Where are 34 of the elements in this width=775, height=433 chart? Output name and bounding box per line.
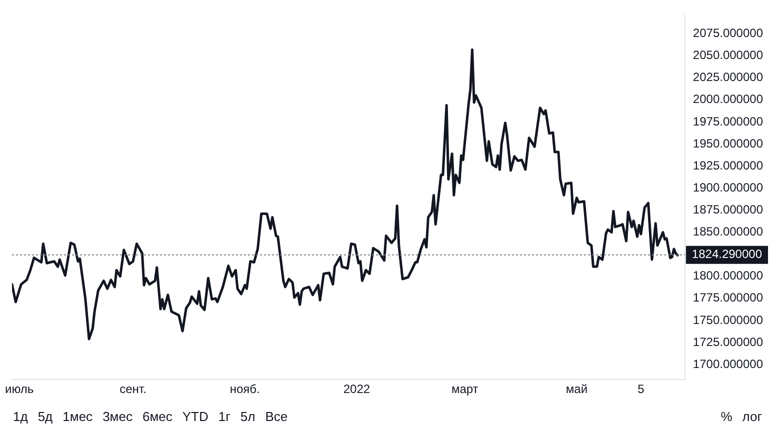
y-tick-label: 1700.000000 — [692, 356, 764, 371]
text: 1мес — [62, 409, 94, 424]
text: 1д — [12, 409, 29, 424]
ref-line-label: 1824.290000 — [692, 247, 762, 262]
y-tick-label: 1925.000000 — [692, 158, 764, 172]
text: 5л — [239, 409, 256, 424]
x-tick-label: нояб. — [230, 382, 260, 396]
x-tick-label: июль — [4, 382, 34, 396]
x-tick-label: 5 — [638, 382, 645, 396]
text: 6мес — [141, 409, 174, 424]
y-tick-label: 2000.000000 — [692, 92, 764, 106]
x-tick-label: май — [566, 382, 588, 396]
text: YTD — [181, 409, 210, 424]
text: % — [720, 409, 734, 424]
y-tick-label: 2050.000000 — [692, 48, 764, 62]
y-tick-label: 1750.000000 — [692, 312, 764, 327]
y-tick-label: 2025.000000 — [692, 70, 764, 84]
text: лог — [741, 409, 763, 424]
text: 1г — [217, 409, 232, 424]
y-tick-label: 1800.000000 — [692, 268, 764, 283]
y-tick-label: 1950.000000 — [692, 136, 764, 150]
text: 3мес — [102, 409, 134, 424]
text: 5д — [36, 409, 54, 424]
y-tick-label: 1775.000000 — [692, 290, 764, 305]
x-tick-label: сент. — [120, 382, 146, 396]
x-tick-label: 2022 — [343, 382, 370, 396]
y-tick-label: 1725.000000 — [692, 334, 764, 349]
x-tick-label: март — [451, 382, 479, 396]
text: Все — [264, 409, 289, 424]
y-tick-label: 1850.000000 — [692, 224, 764, 239]
y-tick-label: 2075.000000 — [692, 26, 764, 40]
y-tick-label: 1900.000000 — [692, 180, 764, 194]
y-tick-label: 1975.000000 — [692, 114, 764, 128]
y-tick-label: 1875.000000 — [692, 202, 764, 217]
